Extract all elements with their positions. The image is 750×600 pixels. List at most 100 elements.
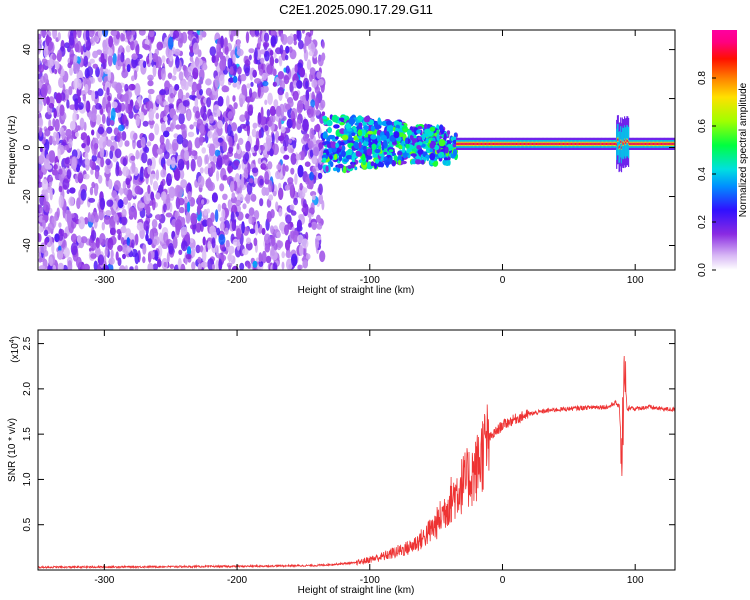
heatmap-cell [190,212,197,225]
heatmap-cell [294,64,298,73]
heatmap-cell [547,142,549,145]
heatmap-cell [290,152,297,165]
heatmap-cell [39,127,43,137]
heatmap-cell [212,263,215,270]
heatmap-cell [199,134,204,146]
heatmap-cell [55,61,60,70]
heatmap-cell [48,103,55,109]
heatmap-cell [74,99,79,111]
heatmap-cell [385,120,393,126]
heatmap-cell [109,120,115,126]
heatmap-cell [174,168,181,181]
heatmap-cell [292,140,297,149]
heatmap-cell [315,238,320,250]
heatmap-cell [270,35,276,47]
heatmap-cell [49,256,53,267]
heatmap-cell [361,153,366,162]
heatmap-cell [49,189,53,201]
heatmap-cell [314,85,321,94]
heatmap-cell [52,30,58,39]
heatmap-cell [429,142,436,149]
heatmap-cell [91,229,97,242]
heatmap-cell [417,126,423,130]
heatmap-cell [253,177,258,185]
y-tick-label: 20 [22,93,33,105]
heatmap-cell [629,142,631,145]
heatmap-cell [245,193,251,204]
heatmap-cell [555,142,557,145]
heatmap-cell [113,213,119,223]
heatmap-cell [352,152,357,159]
heatmap-cell [643,142,646,145]
heatmap-cell [608,142,611,145]
heatmap-cell [294,173,298,185]
heatmap-cell [400,160,407,165]
heatmap-cell [495,142,497,145]
heatmap-cell [298,40,304,50]
colorbar-tick-label: 0.8 [697,71,708,85]
heatmap-cell [309,127,315,140]
heatmap-cell [121,114,128,124]
heatmap-cell [77,96,81,104]
heatmap-cell [181,217,186,227]
heatmap-cell [114,148,122,159]
heatmap-cell [80,189,87,201]
heatmap-cell [316,71,322,79]
heatmap-cell [664,142,666,145]
heatmap-cell [176,185,183,199]
heatmap-cell [122,166,129,177]
heatmap-cell [264,187,270,196]
heatmap-cell [50,150,56,163]
heatmap-cell [566,142,568,145]
heatmap-cell [80,236,88,244]
heatmap-cell [128,206,136,218]
heatmap-cell [138,94,142,108]
heatmap-cell [348,117,356,125]
heatmap-cell [168,103,174,109]
heatmap-cell [131,75,135,82]
heatmap-cell [504,142,506,145]
heatmap-cell [58,168,63,175]
heatmap-cell [317,172,323,180]
heatmap-cell [564,142,566,145]
heatmap-cell [105,210,112,216]
heatmap-cell [301,238,309,249]
heatmap-cell [48,119,52,129]
heatmap-cell [456,142,458,145]
heatmap-cell [76,197,81,210]
heatmap-cell [190,45,194,54]
heatmap-cell [168,245,174,255]
heatmap-cell [325,165,329,173]
heatmap-cell [280,32,284,43]
heatmap-cell [69,66,73,76]
heatmap-cell [647,142,650,145]
heatmap-cell [107,54,113,67]
heatmap-cell [473,142,475,145]
heatmap-cell [64,42,70,49]
heatmap-cell [632,142,634,145]
heatmap-cell [191,247,196,258]
heatmap-cell [55,132,60,145]
heatmap-cell [416,145,422,150]
colorbar-tick-label: 0.6 [697,119,708,133]
heatmap-cell [68,86,73,96]
heatmap-cell [79,117,85,128]
heatmap-cell [246,83,251,89]
heatmap-cell [498,142,500,145]
heatmap-cell [506,142,508,145]
heatmap-cell [57,250,64,260]
heatmap-cell [254,222,259,236]
heatmap-cell [209,225,217,236]
heatmap-cell [464,142,466,145]
heatmap-cell [535,142,537,145]
heatmap-cell [582,142,584,145]
heatmap-cell [606,142,608,145]
heatmap-cell [270,249,275,257]
heatmap-cell [663,142,665,145]
heatmap-cell [199,68,205,82]
heatmap-cell [643,142,645,145]
heatmap-cell [98,174,103,184]
heatmap-cell [315,123,321,133]
heatmap-cell [154,250,159,261]
heatmap-cell [288,138,292,144]
